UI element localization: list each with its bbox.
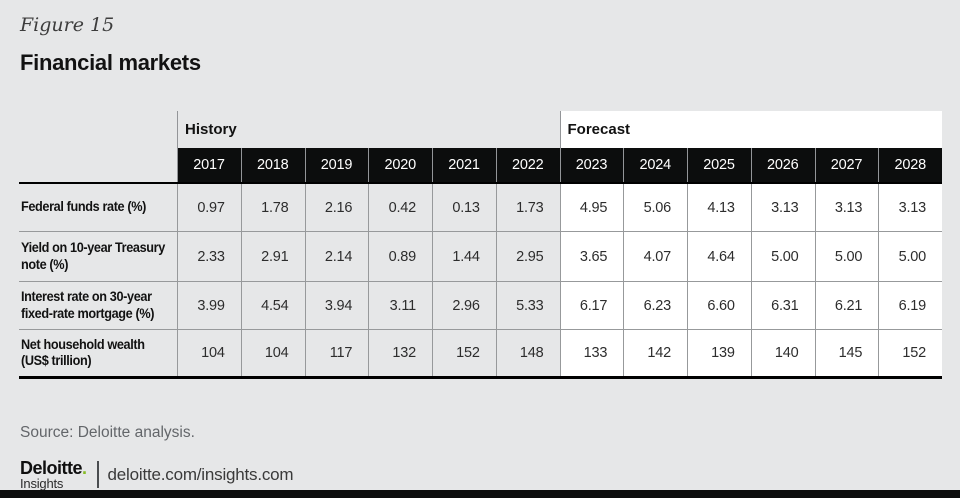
year-header-spacer (19, 148, 177, 182)
table-row: Interest rate on 30-year fixed-rate mort… (19, 282, 942, 330)
value-cell: 117 (304, 330, 369, 376)
brand-name: Deloitte. (20, 459, 87, 477)
forecast-band-label: Forecast (559, 111, 942, 148)
deloitte-insights-logo: Deloitte. Insights deloitte.com/insights… (20, 459, 294, 491)
value-cell: 1.78 (240, 184, 305, 231)
value-cell: 2.33 (177, 232, 241, 281)
value-cell: 1.44 (432, 232, 496, 281)
value-cell: 6.21 (814, 282, 879, 329)
brand-green-dot: . (82, 458, 87, 478)
value-cell: 0.97 (177, 184, 241, 231)
value-cell: 2.95 (495, 232, 560, 281)
value-cell: 133 (559, 330, 624, 376)
year-header-cell: 2024 (623, 148, 687, 182)
value-cell: 0.13 (432, 184, 496, 231)
value-cell: 5.00 (814, 232, 879, 281)
brand-block: Deloitte. Insights (20, 459, 87, 491)
value-cell: 3.13 (750, 184, 815, 231)
value-cell: 6.31 (750, 282, 815, 329)
value-cell: 5.00 (750, 232, 815, 281)
year-header-cell: 2017 (177, 148, 241, 182)
value-cell: 5.06 (623, 184, 687, 231)
value-cell: 6.60 (687, 282, 751, 329)
value-cell: 139 (687, 330, 751, 376)
value-cell: 2.91 (240, 232, 305, 281)
value-cell: 148 (495, 330, 560, 376)
value-cell: 4.95 (559, 184, 624, 231)
value-cell: 2.96 (432, 282, 496, 329)
year-header-row: 2017 2018 2019 2020 2021 2022 2023 2024 2025 2026… (19, 148, 942, 184)
row-label: Net household wealth (US$ trillion) (21, 336, 145, 368)
value-cell: 142 (623, 330, 687, 376)
logo-divider (96, 461, 99, 489)
year-header-cell: 2023 (559, 148, 624, 182)
value-cell: 4.54 (240, 282, 305, 329)
value-cell: 1.73 (495, 184, 560, 231)
value-cell: 132 (368, 330, 432, 376)
value-cell: 145 (814, 330, 879, 376)
figure-number: Figure 15 (20, 14, 115, 36)
footer-url: deloitte.com/insights.com (107, 464, 294, 484)
value-cell: 5.00 (878, 232, 942, 281)
row-label: Federal funds rate (%) (21, 199, 147, 215)
value-cell: 2.14 (304, 232, 369, 281)
band-label-spacer (19, 111, 177, 148)
figure-title: Financial markets (20, 50, 201, 75)
table-row: Federal funds rate (%) 0.97 1.78 2.16 0.42 0.… (19, 184, 942, 232)
value-cell: 152 (432, 330, 496, 376)
value-cell: 104 (177, 330, 241, 376)
history-band-label: History (177, 111, 560, 148)
value-cell: 3.13 (878, 184, 942, 231)
row-label-cell: Net household wealth (US$ trillion) (19, 330, 177, 376)
year-header-cell: 2022 (495, 148, 560, 182)
table-row: Yield on 10-year Treasury note (%) 2.33 2.… (19, 232, 942, 282)
value-cell: 4.64 (687, 232, 751, 281)
year-header-cell: 2020 (368, 148, 432, 182)
table-row: Net household wealth (US$ trillion) 104 10… (19, 330, 942, 379)
value-cell: 3.65 (559, 232, 624, 281)
value-cell: 104 (240, 330, 305, 376)
year-header-cell: 2026 (750, 148, 815, 182)
row-label: Interest rate on 30-year fixed-rate mort… (21, 289, 155, 321)
row-label: Yield on 10-year Treasury note (%) (21, 240, 165, 272)
year-header-cell: 2027 (814, 148, 879, 182)
financial-markets-table: History Forecast 2017 2018 2019 2020 2021 202… (19, 111, 942, 379)
value-cell: 3.94 (304, 282, 369, 329)
value-cell: 140 (750, 330, 815, 376)
year-header-cell: 2021 (432, 148, 496, 182)
value-cell: 0.42 (368, 184, 432, 231)
row-label-cell: Yield on 10-year Treasury note (%) (19, 232, 177, 281)
column-group-band: History Forecast (19, 111, 942, 148)
row-label-cell: Federal funds rate (%) (19, 184, 177, 231)
value-cell: 4.13 (687, 184, 751, 231)
value-cell: 3.99 (177, 282, 241, 329)
value-cell: 2.16 (304, 184, 369, 231)
table-body: Federal funds rate (%) 0.97 1.78 2.16 0.42 0.… (19, 184, 942, 379)
year-header-cell: 2019 (304, 148, 369, 182)
source-note: Source: Deloitte analysis. (20, 424, 195, 441)
value-cell: 6.17 (559, 282, 624, 329)
year-header-cell: 2018 (240, 148, 305, 182)
bottom-black-bar (0, 490, 960, 498)
value-cell: 6.23 (623, 282, 687, 329)
value-cell: 5.33 (495, 282, 560, 329)
value-cell: 3.11 (368, 282, 432, 329)
value-cell: 4.07 (623, 232, 687, 281)
value-cell: 152 (878, 330, 942, 376)
year-header-cell: 2028 (878, 148, 942, 182)
value-cell: 0.89 (368, 232, 432, 281)
value-cell: 6.19 (878, 282, 942, 329)
value-cell: 3.13 (814, 184, 879, 231)
brand-sub: Insights (20, 476, 64, 491)
row-label-cell: Interest rate on 30-year fixed-rate mort… (19, 282, 177, 329)
year-header-cell: 2025 (687, 148, 751, 182)
brand-word: Deloitte (20, 458, 83, 478)
